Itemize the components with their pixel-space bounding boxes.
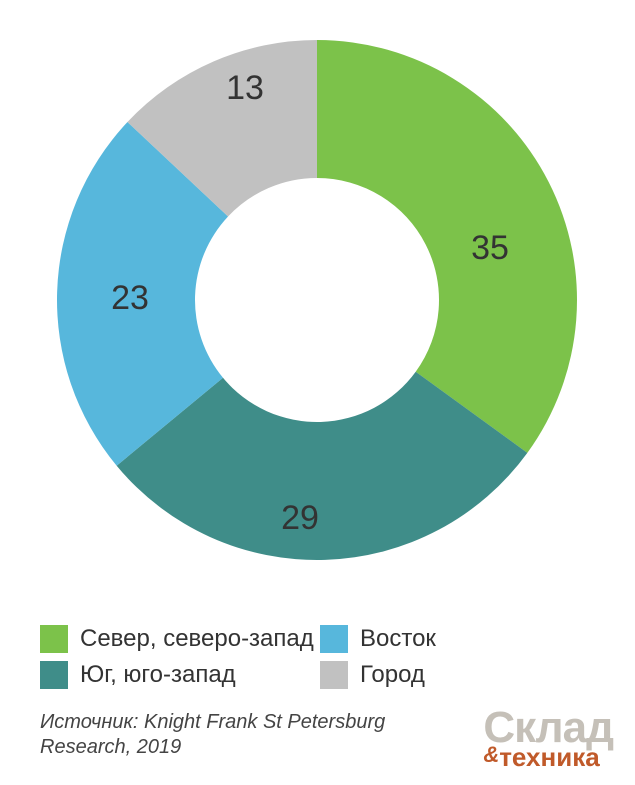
legend-swatch [40,661,68,689]
legend-label: Юг, юго-запад [80,661,236,689]
legend-label: Восток [360,625,436,653]
legend-label: Город [360,661,425,689]
legend-item: Город [320,661,600,689]
donut-slice [317,40,577,453]
chart-legend: Север, северо-запад Восток Юг, юго-запад… [40,625,600,697]
legend-swatch [320,661,348,689]
legend-item: Восток [320,625,600,653]
legend-swatch [320,625,348,653]
source-attribution: Источник: Knight Frank St Petersburg Res… [40,710,420,760]
donut-chart: 35 29 23 13 [0,0,635,635]
logo-bottom-text: техника [499,742,599,772]
watermark-logo: Склад &техника [483,709,613,769]
slice-value-label: 29 [281,499,319,537]
legend-item: Юг, юго-запад [40,661,320,689]
slice-value-label: 23 [111,279,149,317]
slice-value-label: 13 [226,69,264,107]
legend-item: Север, северо-запад [40,625,320,653]
legend-label: Север, северо-запад [80,625,314,653]
slice-value-label: 35 [471,229,509,267]
logo-top-text: Склад [483,709,613,746]
legend-swatch [40,625,68,653]
logo-ampersand: & [483,742,499,767]
